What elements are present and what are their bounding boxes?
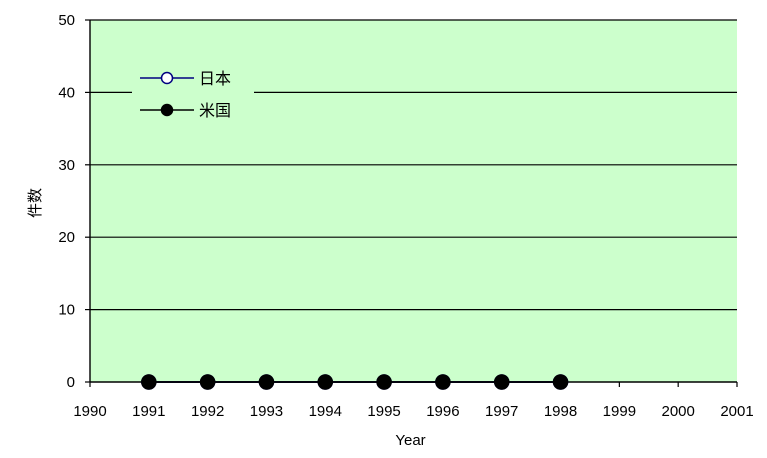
- x-tick-label-2000: 2000: [661, 403, 694, 420]
- y-tick-label-20: 20: [58, 229, 75, 246]
- series-1-point-1995: [376, 374, 392, 390]
- x-axis-title: Year: [395, 432, 425, 449]
- y-tick-label-10: 10: [58, 302, 75, 319]
- legend: 日本 米国: [132, 64, 254, 128]
- series-1-point-1994: [317, 374, 334, 390]
- y-tick-label-0: 0: [67, 374, 75, 391]
- series-1-point-1993: [258, 374, 275, 390]
- x-tick-label-1997: 1997: [485, 403, 518, 420]
- legend-label-us: 米国: [199, 101, 231, 120]
- tick-labels: 0 10 20 30 40 50 1990 1991 1992 1993 1994 1995 1996 1…: [58, 12, 753, 420]
- series-1-point-1991: [141, 374, 157, 390]
- x-tick-label-2001: 2001: [720, 403, 753, 420]
- legend-background: [132, 64, 254, 128]
- y-axis-title: 件数: [27, 188, 44, 218]
- x-tick-label-1998: 1998: [544, 403, 577, 420]
- series-1-point-1992: [199, 374, 216, 390]
- x-tick-label-1999: 1999: [603, 403, 636, 420]
- x-tick-label-1992: 1992: [191, 403, 224, 420]
- series-1-point-1997: [493, 374, 510, 390]
- x-tick-label-1994: 1994: [309, 403, 342, 420]
- y-tick-label-50: 50: [58, 12, 75, 29]
- legend-marker-us: [160, 103, 174, 117]
- series-1-point-1998: [552, 374, 569, 390]
- x-tick-label-1996: 1996: [426, 403, 459, 420]
- y-tick-label-30: 30: [58, 157, 75, 174]
- x-tick-label-1995: 1995: [367, 403, 400, 420]
- x-tick-label-1990: 1990: [73, 403, 106, 420]
- series-1-point-1996: [435, 374, 451, 390]
- legend-marker-japan: [160, 71, 174, 85]
- series: [141, 374, 569, 390]
- x-tick-label-1991: 1991: [132, 403, 165, 420]
- x-tick-label-1993: 1993: [250, 403, 283, 420]
- y-tick-label-40: 40: [58, 84, 75, 101]
- legend-label-japan: 日本: [199, 69, 231, 88]
